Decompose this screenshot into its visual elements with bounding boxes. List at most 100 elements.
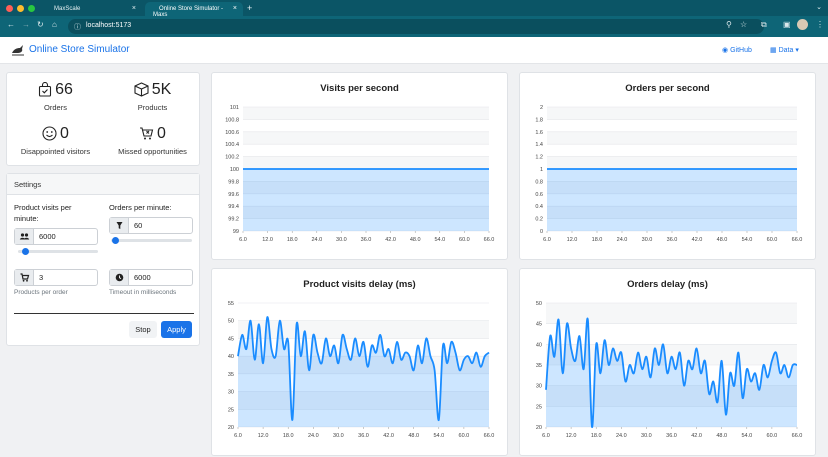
browser-menu-icon[interactable]: ⋮ [816, 20, 824, 29]
x-tick-label: 24.0 [616, 433, 627, 439]
product-visits-slider[interactable] [18, 248, 98, 255]
series-line [237, 316, 490, 421]
x-tick-label: 6.0 [542, 433, 550, 439]
orders-label: Orders [44, 103, 67, 112]
sidebar-icon[interactable]: ▣ [783, 20, 791, 29]
visits-chart-card: Visits per second 99 99.2 99.4 99.6 99.8 100 1… [211, 72, 508, 260]
browser-tab-maxscale[interactable]: MaxScale × [46, 2, 142, 16]
y-tick-label: 0.6 [535, 192, 543, 198]
y-tick-label: 35 [536, 363, 542, 369]
x-tick-label: 42.0 [691, 433, 702, 439]
series-area [546, 318, 797, 428]
table-icon: ▦ [770, 47, 777, 54]
x-tick-label: 66.0 [484, 237, 495, 243]
y-tick-label: 20 [536, 425, 542, 431]
x-tick-label: 18.0 [591, 433, 602, 439]
grid-band [546, 344, 797, 365]
stats-card: 66 Orders 5K Products 0 Disappointed vis… [6, 72, 200, 166]
cart-icon [15, 270, 34, 285]
x-tick-label: 30.0 [641, 433, 652, 439]
chart-title: Orders per second [625, 83, 710, 94]
settings-title: Settings [7, 174, 199, 195]
close-tab-icon[interactable]: × [232, 5, 237, 12]
shopping-bag-icon [39, 81, 52, 97]
reload-icon[interactable]: ↻ [37, 20, 44, 29]
x-tick-label: 48.0 [716, 433, 727, 439]
close-window-icon[interactable] [6, 5, 13, 12]
y-tick-label: 99.6 [228, 192, 239, 198]
product-visits-input[interactable]: 6000 [14, 228, 98, 245]
browser-tab-simulator[interactable]: Online Store Simulator - Maxs × [145, 2, 243, 18]
x-tick-label: 54.0 [433, 433, 444, 439]
x-tick-label: 66.0 [792, 237, 803, 243]
y-tick-label: 25 [536, 404, 542, 410]
y-tick-label: 1.4 [535, 142, 543, 148]
data-dropdown[interactable]: ▦ Data ▾ [770, 46, 799, 54]
product-visits-value: 6000 [39, 232, 56, 241]
close-tab-icon[interactable]: × [131, 5, 136, 12]
maximize-window-icon[interactable] [28, 5, 35, 12]
slider-thumb[interactable] [112, 237, 120, 244]
y-tick-label: 100.2 [225, 155, 239, 161]
forward-icon[interactable]: → [22, 20, 30, 29]
product-visits-delay-card: Product visits delay (ms) 20 25 30 35 40 45 50… [211, 268, 508, 456]
grid-band [547, 206, 797, 219]
y-tick-label: 55 [228, 301, 234, 307]
x-tick-label: 36.0 [361, 237, 372, 243]
stop-button[interactable]: Stop [129, 321, 157, 338]
minimize-window-icon[interactable] [17, 5, 24, 12]
github-label: GitHub [730, 47, 752, 54]
y-tick-label: 101 [230, 105, 239, 111]
products-count: 5K [151, 81, 172, 98]
x-tick-label: 6.0 [543, 237, 551, 243]
timeout-value: 6000 [134, 273, 151, 282]
orders-per-minute-input[interactable]: 60 [109, 217, 193, 234]
products-per-order-input[interactable]: 3 [14, 269, 98, 286]
home-icon[interactable]: ⌂ [52, 20, 57, 29]
address-bar[interactable]: ⓘ localhost:5173 [68, 19, 764, 34]
y-tick-label: 30 [228, 390, 234, 396]
y-tick-label: 0.4 [535, 204, 543, 210]
extensions-icon[interactable]: ⧉ [761, 20, 767, 29]
app-title-link[interactable]: Online Store Simulator [29, 44, 130, 55]
x-tick-label: 18.0 [287, 237, 298, 243]
x-tick-label: 18.0 [592, 237, 603, 243]
orders-count: 66 [55, 81, 73, 98]
orders-per-minute-slider[interactable] [111, 237, 192, 244]
x-tick-label: 30.0 [333, 433, 344, 439]
site-info-icon[interactable]: ⓘ [74, 24, 81, 31]
y-tick-label: 0.2 [535, 217, 543, 223]
settings-card: Settings Product visits per minute: 6000… [6, 173, 200, 346]
x-tick-label: 48.0 [717, 237, 728, 243]
y-tick-label: 1 [540, 167, 543, 173]
products-per-order-value: 3 [39, 273, 44, 282]
orders-per-minute-label: Orders per minute: [109, 203, 172, 212]
disappointed-count: 0 [60, 125, 69, 142]
github-link[interactable]: ◉ GitHub [722, 46, 752, 54]
x-tick-label: 24.0 [308, 433, 319, 439]
apply-button[interactable]: Apply [161, 321, 192, 338]
missed-stat: 0 Missed opportunities [104, 125, 201, 156]
x-tick-label: 36.0 [358, 433, 369, 439]
product-visits-delay-chart: 20 25 30 35 40 45 50 55 6.0 12.0 18.0 24.0 30.0 36.0 4… [228, 301, 494, 439]
browser-tab-bar: MaxScale × Online Store Simulator - Maxs… [0, 0, 828, 18]
new-tab-icon[interactable]: + [247, 3, 253, 13]
y-tick-label: 1.8 [535, 117, 543, 123]
profile-avatar[interactable] [797, 19, 808, 30]
x-tick-label: 18.0 [283, 433, 294, 439]
x-tick-label: 48.0 [410, 237, 421, 243]
zoom-icon[interactable]: ⚲ [726, 20, 732, 29]
products-label: Products [137, 103, 168, 112]
grid-band [243, 131, 489, 145]
orders-per-minute-value: 60 [134, 221, 143, 230]
disappointed-stat: 0 Disappointed visitors [7, 125, 104, 156]
timeout-input[interactable]: 6000 [109, 269, 193, 286]
slider-thumb[interactable] [21, 248, 29, 255]
url-text: localhost:5173 [86, 22, 132, 29]
back-icon[interactable]: ← [7, 20, 15, 29]
x-tick-label: 24.0 [617, 237, 628, 243]
x-tick-label: 42.0 [383, 433, 394, 439]
chevron-down-icon[interactable]: ⌄ [816, 4, 822, 11]
x-tick-label: 30.0 [336, 237, 347, 243]
bookmark-star-icon[interactable]: ☆ [740, 20, 748, 29]
